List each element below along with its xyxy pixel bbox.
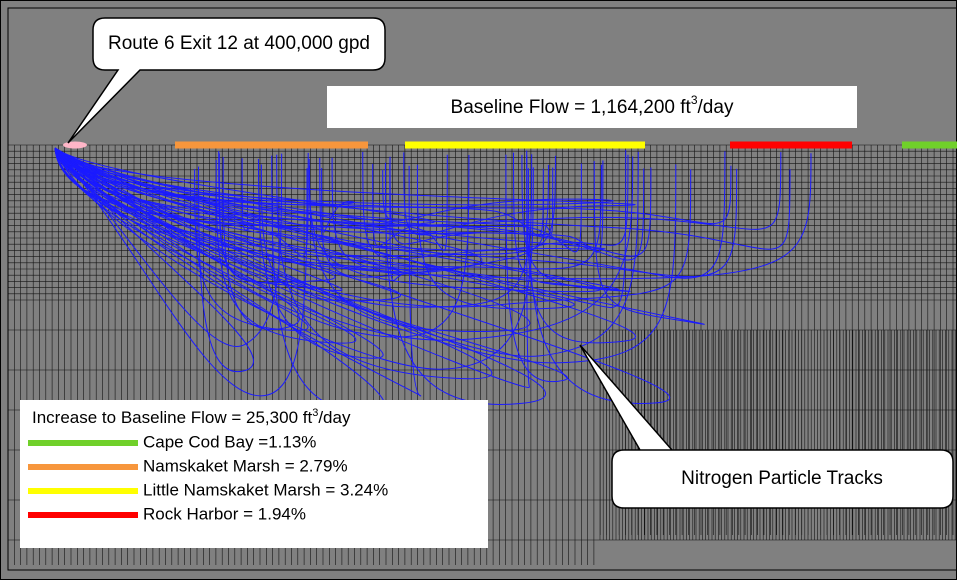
legend-title-unit: /day <box>318 408 351 427</box>
particle-track <box>54 147 300 330</box>
particle-track <box>54 147 531 332</box>
legend: Cape Cod Bay =1.13% Namskaket Marsh = 2.7… <box>28 432 388 523</box>
particle-track <box>54 147 421 397</box>
baseline-label: Baseline Flow = 1,164,200 ft3/day <box>451 93 734 118</box>
particle-track <box>54 147 606 260</box>
particle-track <box>54 147 670 404</box>
source-label: Route 6 Exit 12 at 400,000 gpd <box>108 33 370 54</box>
baseline-sup: 3 <box>691 93 698 107</box>
baseline-text: Baseline Flow = 1,164,200 ft <box>451 97 692 118</box>
particle-track <box>54 147 634 341</box>
legend-box <box>20 400 488 548</box>
legend-label: Cape Cod Bay =1.13% <box>143 432 316 451</box>
tracks-label: Nitrogen Particle Tracks <box>681 468 883 489</box>
legend-title-sup: 3 <box>312 407 318 419</box>
particle-track <box>54 147 357 344</box>
tracks-callout <box>579 344 954 509</box>
particle-track <box>54 147 575 310</box>
baseline-box <box>327 86 857 128</box>
particle-track <box>54 147 435 247</box>
particle-track <box>54 147 254 373</box>
legend-title-text: Increase to Baseline Flow = 25,300 ft <box>32 408 312 427</box>
source-callout <box>67 17 386 144</box>
particle-track <box>54 147 267 231</box>
particle-track <box>54 147 636 236</box>
particle-track <box>54 147 470 338</box>
particle-track <box>54 147 534 370</box>
legend-label: Rock Harbor = 1.94% <box>143 504 306 523</box>
particle-track <box>54 147 705 325</box>
particle-track <box>54 147 308 397</box>
particle-track <box>54 147 791 250</box>
particle-track <box>54 147 627 309</box>
baseline-unit: /day <box>698 97 734 118</box>
particle-track <box>54 147 533 308</box>
source-marker <box>63 141 87 149</box>
particle-track <box>54 147 726 279</box>
particle-track <box>54 147 614 222</box>
particle-track <box>54 147 283 347</box>
particle-track <box>54 147 448 251</box>
legend-label: Namskaket Marsh = 2.79% <box>143 456 348 475</box>
particle-track <box>54 147 402 281</box>
legend-label: Little Namskaket Marsh = 3.24% <box>143 480 388 499</box>
particle-track <box>54 147 401 302</box>
particle-tracks <box>54 147 812 413</box>
legend-title: Increase to Baseline Flow = 25,300 ft3/d… <box>32 407 351 428</box>
particle-track <box>54 147 309 331</box>
